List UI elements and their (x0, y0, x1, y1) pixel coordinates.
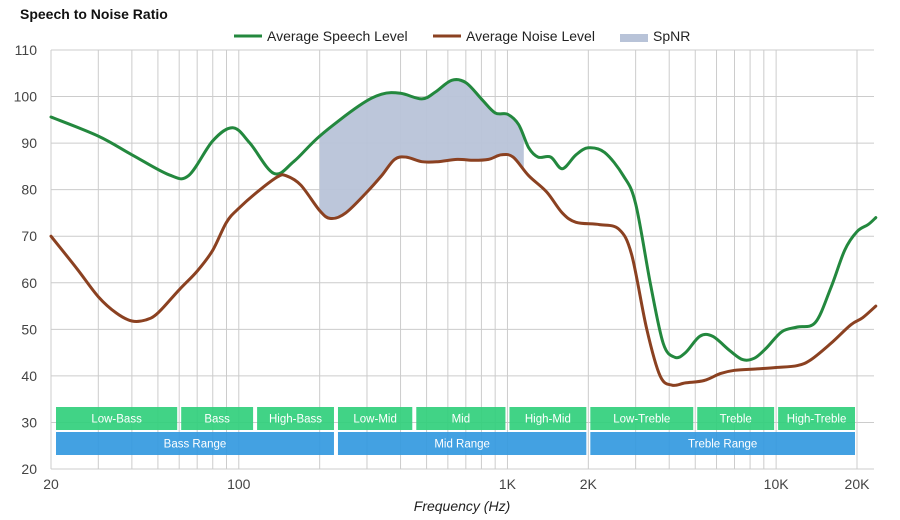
y-tick-label: 20 (21, 461, 37, 477)
y-tick-label: 110 (15, 42, 38, 58)
legend-swatch-spnr (620, 34, 648, 42)
legend-label-noise: Average Noise Level (466, 28, 595, 44)
band-low-mid-label: Low-Mid (353, 414, 396, 426)
band-high-mid-rect (509, 407, 587, 430)
legend-item-speech[interactable]: Average Speech Level (234, 28, 408, 44)
range-bass-range-rect (56, 432, 334, 455)
y-tick-label: 70 (21, 228, 37, 244)
range-mid-range: Mid Range (337, 432, 587, 455)
band-high-treble: High-Treble (778, 407, 855, 430)
y-tick-label: 40 (21, 368, 37, 384)
legend-label-speech: Average Speech Level (267, 28, 408, 44)
x-tick-label: 10K (764, 476, 790, 492)
noise-level-line (49, 152, 878, 387)
y-tick-label: 80 (21, 182, 37, 198)
band-high-bass: High-Bass (257, 407, 334, 430)
range-mid-range-label: Mid Range (434, 439, 490, 451)
y-tick-label: 30 (21, 414, 37, 430)
band-mid: Mid (416, 407, 506, 430)
band-bass: Bass (181, 407, 254, 430)
band-bass-label: Bass (204, 414, 230, 426)
band-low-bass: Low-Bass (56, 407, 178, 430)
band-high-bass-label: High-Bass (269, 414, 322, 426)
x-axis-title: Frequency (Hz) (414, 498, 510, 514)
band-high-bass-rect (257, 407, 334, 430)
x-tick-label: 2K (580, 476, 598, 492)
range-treble-range-label: Treble Range (688, 439, 757, 451)
legend-label-spnr: SpNR (653, 28, 690, 44)
legend: Average Speech Level Average Noise Level… (234, 28, 690, 44)
chart-title: Speech to Noise Ratio (20, 6, 168, 22)
band-treble-label: Treble (720, 414, 752, 426)
spnr-area (319, 80, 524, 218)
band-treble: Treble (697, 407, 775, 430)
y-tick-label: 100 (14, 89, 38, 105)
band-low-mid: Low-Mid (337, 407, 413, 430)
y-axis-ticks: 20 30 40 50 60 70 80 90 100 110 (14, 42, 38, 477)
band-high-mid: High-Mid (509, 407, 587, 430)
legend-item-noise[interactable]: Average Noise Level (433, 28, 595, 44)
band-low-mid-rect (337, 407, 413, 430)
range-bass-range-label: Bass Range (164, 439, 227, 451)
legend-item-spnr[interactable]: SpNR (620, 28, 690, 44)
x-tick-label: 20K (845, 476, 871, 492)
band-low-treble-label: Low-Treble (613, 414, 670, 426)
range-treble-range: Treble Range (590, 432, 855, 455)
frequency-bands: Low-Bass Bass High-Bass Low-Mid Mid High-Mid L… (56, 407, 855, 455)
band-mid-label: Mid (452, 414, 471, 426)
x-axis-ticks: 20 100 1K 2K 10K 20K (43, 476, 870, 492)
spnr-fill (319, 80, 524, 218)
band-low-bass-rect (56, 407, 178, 430)
range-treble-range-rect (590, 432, 855, 455)
y-tick-label: 50 (21, 321, 37, 337)
band-mid-rect (416, 407, 506, 430)
band-high-treble-rect (778, 407, 855, 430)
band-low-treble: Low-Treble (590, 407, 694, 430)
series-lines (49, 78, 878, 387)
band-high-mid-label: High-Mid (525, 414, 571, 426)
y-tick-label: 60 (21, 275, 37, 291)
x-tick-label: 1K (499, 476, 517, 492)
range-mid-range-rect (337, 432, 587, 455)
band-low-bass-label: Low-Bass (91, 414, 142, 426)
range-bass-range: Bass Range (56, 432, 334, 455)
grid (50, 49, 874, 470)
speech-level-line (49, 78, 878, 362)
band-low-treble-rect (590, 407, 694, 430)
y-tick-label: 90 (21, 135, 37, 151)
band-high-treble-label: High-Treble (787, 414, 847, 426)
band-bass-rect (181, 407, 254, 430)
x-tick-label: 20 (43, 476, 59, 492)
band-treble-rect (697, 407, 775, 430)
x-tick-label: 100 (227, 476, 251, 492)
